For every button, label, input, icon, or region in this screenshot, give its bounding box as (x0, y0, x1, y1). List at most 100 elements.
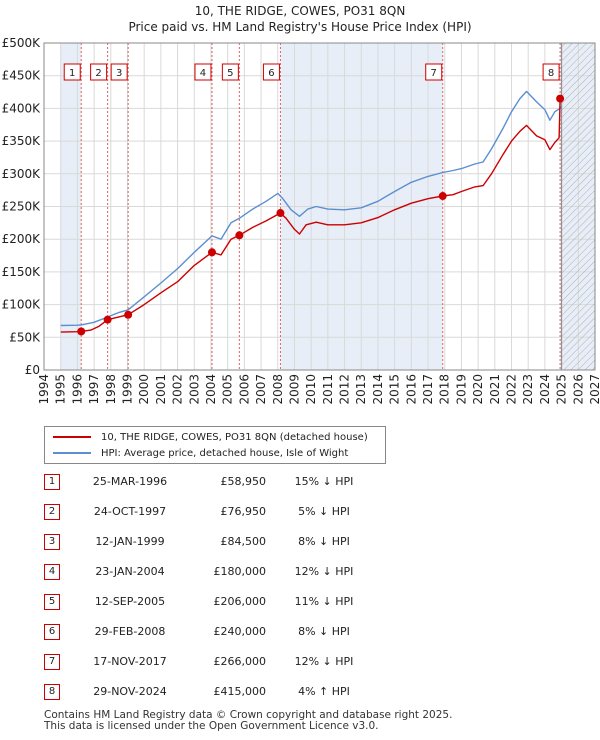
sale-hpi-diff: 15% ↓ HPI (294, 475, 354, 488)
sale-label: 7 (431, 68, 437, 79)
x-tick-label: 2017 (421, 374, 435, 405)
x-tick-label: 2008 (271, 374, 285, 405)
sale-point (276, 209, 285, 218)
y-tick-label: £500K (2, 36, 42, 50)
sale-price: £76,950 (220, 505, 267, 518)
sale-label: 6 (268, 68, 274, 79)
sale-label: 3 (116, 68, 122, 79)
sale-price: £58,950 (220, 475, 267, 488)
legend-swatch-hpi (53, 452, 91, 454)
sale-point (124, 310, 133, 319)
sale-hpi-diff: 4% ↑ HPI (298, 685, 350, 698)
chart-subtitle: Price paid vs. HM Land Registry's House … (128, 20, 471, 34)
sale-point (556, 94, 565, 103)
sale-row: 4 23-JAN-2004 £180,000 12% ↓ HPI (44, 564, 384, 580)
y-tick-label: £400K (2, 101, 42, 115)
sale-row: 7 17-NOV-2017 £266,000 12% ↓ HPI (44, 654, 384, 670)
sale-hpi-diff: 12% ↓ HPI (294, 655, 354, 668)
x-tick-label: 1995 (54, 374, 68, 405)
x-tick-label: 2005 (221, 374, 235, 405)
sale-price: £206,000 (213, 595, 267, 608)
x-tick-label: 2026 (571, 374, 585, 405)
sale-number: 6 (44, 624, 60, 640)
sale-number: 7 (44, 654, 60, 670)
sale-label: 1 (69, 68, 75, 79)
y-tick-label: £200K (2, 232, 42, 246)
sale-row: 3 12-JAN-1999 £84,500 8% ↓ HPI (44, 534, 384, 550)
sale-hpi-diff: 11% ↓ HPI (294, 595, 354, 608)
x-tick-label: 2014 (371, 374, 385, 405)
axes: £0 £50K £100K £150K £200K £250K £300K £350K £400… (2, 36, 600, 405)
sale-number: 8 (44, 684, 60, 700)
legend-swatch-property (53, 436, 91, 438)
sale-date: 23-JAN-2004 (95, 565, 165, 578)
x-tick-label: 2027 (588, 374, 600, 405)
sale-price: £84,500 (220, 535, 267, 548)
series-lines (60, 90, 563, 333)
sale-number: 4 (44, 564, 60, 580)
sale-date: 17-NOV-2017 (93, 655, 167, 668)
sale-hpi-diff: 5% ↓ HPI (298, 505, 350, 518)
sale-hpi-diff: 8% ↓ HPI (298, 535, 350, 548)
x-tick-label: 1994 (37, 374, 51, 405)
sale-label: 8 (548, 68, 554, 79)
legend-item-property: 10, THE RIDGE, COWES, PO31 8QN (detached… (53, 430, 368, 444)
sale-point (235, 231, 244, 240)
chart-title: 10, THE RIDGE, COWES, PO31 8QN (195, 4, 406, 18)
sale-label-box (542, 63, 560, 81)
sale-label-box (90, 63, 108, 81)
sale-points (77, 94, 565, 336)
sale-row: 8 29-NOV-2024 £415,000 4% ↑ HPI (44, 684, 384, 700)
sale-date: 29-FEB-2008 (94, 625, 166, 638)
y-tick-label: £0 (25, 363, 40, 377)
footer-licence: This data is licensed under the Open Gov… (44, 720, 379, 732)
sale-number: 1 (44, 474, 60, 490)
sale-row: 1 25-MAR-1996 £58,950 15% ↓ HPI (44, 474, 384, 490)
x-tick-label: 2003 (187, 374, 201, 405)
sale-row: 2 24-OCT-1997 £76,950 5% ↓ HPI (44, 504, 384, 520)
sale-label: 5 (227, 68, 233, 79)
x-tick-label: 2020 (471, 374, 485, 405)
sale-label-box (221, 63, 239, 81)
x-tick-label: 2024 (538, 374, 552, 405)
sale-labels: 1 2 3 4 5 6 7 8 (63, 63, 560, 81)
x-tick-label: 2015 (388, 374, 402, 405)
hpi-series-line (60, 90, 563, 327)
sale-label: 4 (200, 68, 206, 79)
sale-number: 3 (44, 534, 60, 550)
sale-row: 6 29-FEB-2008 £240,000 8% ↓ HPI (44, 624, 384, 640)
sale-number: 2 (44, 504, 60, 520)
sale-label-box (63, 63, 81, 81)
x-tick-label: 1997 (87, 374, 101, 405)
sale-row: 5 12-SEP-2005 £206,000 11% ↓ HPI (44, 594, 384, 610)
x-tick-label: 2010 (304, 374, 318, 405)
forecast-hatch (561, 43, 595, 370)
x-tick-label: 2011 (321, 374, 335, 405)
x-tick-label: 2016 (404, 374, 418, 405)
legend-item-hpi: HPI: Average price, detached house, Isle… (53, 446, 348, 460)
sale-label-box (425, 63, 443, 81)
x-tick-label: 2013 (354, 374, 368, 405)
x-tick-label: 2012 (338, 374, 352, 405)
sale-date: 12-JAN-1999 (95, 535, 165, 548)
sale-point (77, 327, 86, 336)
y-tick-label: £250K (2, 200, 42, 214)
sale-point (207, 248, 216, 257)
sale-label-box (262, 63, 280, 81)
sale-date: 12-SEP-2005 (94, 595, 166, 608)
legend: 10, THE RIDGE, COWES, PO31 8QN (detached… (44, 426, 386, 464)
footer-copyright: Contains HM Land Registry data © Crown c… (44, 709, 453, 721)
x-tick-label: 2023 (521, 374, 535, 405)
sale-price: £266,000 (213, 655, 267, 668)
hatched-region (561, 43, 595, 370)
sale-number: 5 (44, 594, 60, 610)
x-tick-label: 1996 (70, 374, 84, 405)
x-tick-label: 2009 (287, 374, 301, 405)
x-tick-label: 1999 (120, 374, 134, 405)
plot-frame (43, 42, 596, 371)
sale-point (103, 315, 112, 324)
x-tick-label: 2021 (488, 374, 502, 405)
x-tick-label: 2007 (254, 374, 268, 405)
price-chart: 10, THE RIDGE, COWES, PO31 8QN Price pai… (2, 4, 600, 405)
sale-hpi-diff: 12% ↓ HPI (294, 565, 354, 578)
